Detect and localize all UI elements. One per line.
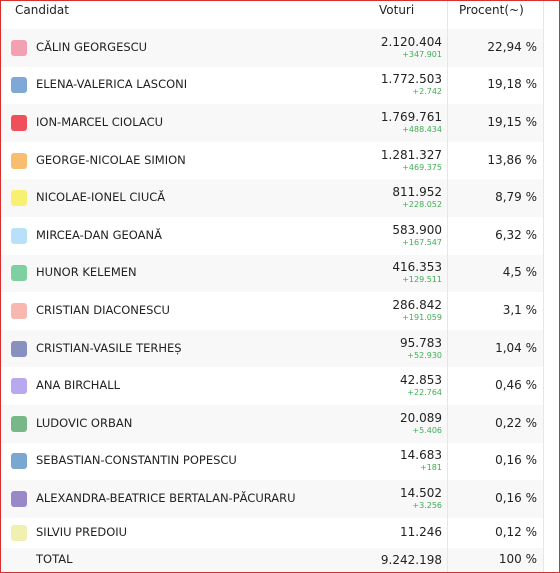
total-votes: 9.242.198 [380,552,442,567]
color-swatch [11,340,27,357]
percent: 6,32 % [495,227,537,242]
candidate-row: CRISTIAN-VASILE TERHEȘ 95.783 +52.930 1,04 … [1,329,543,369]
color-swatch [11,114,27,131]
color-swatch [11,415,27,432]
votes-change: +181 [420,463,442,473]
color-swatch [11,39,27,56]
color-swatch [11,77,27,94]
color-swatch [11,378,27,395]
candidate-row: ANA BIRCHALL 42.853 +22.764 0,46 % [1,367,543,406]
percent: 22,94 % [487,39,537,54]
votes: 14.683 [400,448,442,463]
votes: 416.353 [392,260,442,275]
header-percent: Procent(~) [459,3,524,17]
candidate-name: SEBASTIAN-CONSTANTIN POPESCU [36,453,237,468]
candidate-row: CĂLIN GEORGESCU 2.120.404 +347.901 22,94 % [1,29,543,68]
votes: 42.853 [400,373,442,388]
votes: 20.089 [400,410,442,425]
votes: 2.120.404 [380,34,442,49]
percent: 0,22 % [495,415,537,430]
votes: 11.246 [400,524,442,539]
candidate-name: ION-MARCEL CIOLACU [36,114,164,129]
candidate-name: MIRCEA-DAN GEOANĂ [36,227,162,242]
candidate-name: GEORGE-NICOLAE SIMION [36,152,186,167]
percent: 8,79 % [495,190,537,205]
candidate-row: ELENA-VALERICA LASCONI 1.772.503 +2.742 19,… [1,66,543,106]
percent: 19,18 % [487,77,537,92]
candidate-row: LUDOVIC ORBAN 20.089 +5.406 0,22 % [1,405,543,444]
column-separator [447,1,448,572]
candidate-name: HUNOR KELEMEN [36,265,137,280]
candidate-row: SEBASTIAN-CONSTANTIN POPESCU 14.683 +181 0,… [1,442,543,482]
candidate-row: SILVIU PREDOIU 11.246 0,12 % [1,517,543,549]
percent: 13,86 % [487,152,537,167]
candidate-name: ELENA-VALERICA LASCONI [36,77,188,92]
votes-change: +3.256 [412,500,442,510]
candidate-row: CRISTIAN DIACONESCU 286.842 +191.059 3,1 % [1,292,543,331]
total-percent: 100 % [498,551,537,566]
color-swatch [11,265,27,282]
votes: 583.900 [392,222,442,237]
votes-change: +52.930 [407,350,442,360]
percent: 0,16 % [495,490,537,505]
candidate-name: ALEXANDRA-BEATRICE BERTALAN-PĂCURARU [36,490,296,505]
votes-change: +22.764 [407,388,442,398]
votes: 14.502 [400,485,442,500]
votes-change: +488.434 [402,124,442,134]
color-swatch [11,302,27,319]
votes-change: +2.742 [412,87,442,97]
votes: 811.952 [392,185,442,200]
color-swatch [11,227,27,244]
percent: 1,04 % [495,340,537,355]
candidate-row: NICOLAE-IONEL CIUCĂ 811.952 +228.052 8,79 % [1,179,543,218]
candidate-name: LUDOVIC ORBAN [36,415,133,430]
votes-change: +347.901 [402,49,442,59]
candidate-name: NICOLAE-IONEL CIUCĂ [36,190,166,205]
candidate-name: CRISTIAN-VASILE TERHEȘ [36,340,182,355]
header-votes: Voturi [379,3,415,17]
candidate-name: CRISTIAN DIACONESCU [36,302,170,317]
votes-change: +469.375 [402,162,442,172]
color-swatch [11,152,27,169]
color-swatch [11,490,27,507]
column-separator [543,1,544,572]
percent: 19,15 % [487,114,537,129]
candidate-row: ION-MARCEL CIOLACU 1.769.761 +488.434 19,15… [1,104,543,143]
votes: 1.772.503 [380,72,442,87]
votes: 1.769.761 [380,109,442,124]
votes-change: +191.059 [402,312,442,322]
color-swatch [11,524,27,541]
percent: 3,1 % [502,302,537,317]
candidate-name: ANA BIRCHALL [36,378,121,393]
percent: 0,46 % [495,378,537,393]
votes-change: +129.511 [402,275,442,285]
votes-change: +5.406 [412,425,442,435]
candidate-row: HUNOR KELEMEN 416.353 +129.511 4,5 % [1,254,543,294]
percent: 0,16 % [495,453,537,468]
color-swatch [11,190,27,207]
candidate-row: ALEXANDRA-BEATRICE BERTALAN-PĂCURARU 14.5… [1,480,543,519]
votes: 95.783 [400,335,442,350]
votes-change: +167.547 [402,237,442,247]
total-row: TOTAL 9.242.198 100 % [1,547,543,572]
candidate-row: GEORGE-NICOLAE SIMION 1.281.327 +469.375 13… [1,141,543,181]
candidate-row: MIRCEA-DAN GEOANĂ 583.900 +167.547 6,32 % [1,217,543,256]
votes: 286.842 [392,297,442,312]
candidate-name: SILVIU PREDOIU [36,524,128,539]
votes: 1.281.327 [380,147,442,162]
percent: 4,5 % [502,265,537,280]
percent: 0,12 % [495,524,537,539]
color-swatch [11,453,27,470]
total-label: TOTAL [36,551,73,566]
header-candidate: Candidat [15,3,69,17]
candidate-name: CĂLIN GEORGESCU [36,39,148,54]
votes-change: +228.052 [402,200,442,210]
